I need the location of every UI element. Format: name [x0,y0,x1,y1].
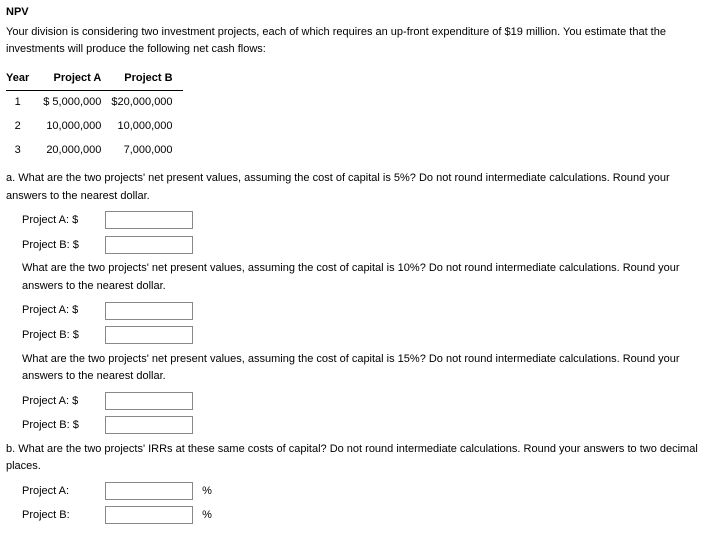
cell-b: 10,000,000 [111,115,182,139]
table-row: 3 20,000,000 7,000,000 [6,139,183,163]
input-npv-15-a[interactable] [105,392,193,410]
question-a-15pct: What are the two projects' net present v… [22,351,711,386]
unit-percent: % [202,509,212,521]
input-npv-5-a[interactable] [105,211,193,229]
label-project-b: Project B: $ [22,237,102,255]
th-project-b: Project B [111,67,182,91]
intro-text: Your division is considering two investm… [6,24,711,59]
th-project-a: Project A [43,67,111,91]
label-project-a: Project A: $ [22,393,102,411]
question-b: b. What are the two projects' IRRs at th… [6,441,711,476]
cell-a: 20,000,000 [43,139,111,163]
input-npv-10-b[interactable] [105,326,193,344]
label-project-a: Project A: $ [22,212,102,230]
input-irr-b[interactable] [105,506,193,524]
label-project-b-irr: Project B: [22,507,102,525]
input-irr-a[interactable] [105,482,193,500]
label-project-a: Project A: $ [22,302,102,320]
unit-percent: % [202,485,212,497]
cell-a: $ 5,000,000 [43,91,111,115]
cell-year: 1 [6,91,43,115]
cashflow-table: Year Project A Project B 1 $ 5,000,000 $… [6,67,183,162]
cell-a: 10,000,000 [43,115,111,139]
table-row: 2 10,000,000 10,000,000 [6,115,183,139]
label-project-a-irr: Project A: [22,483,102,501]
th-year: Year [6,67,43,91]
input-npv-10-a[interactable] [105,302,193,320]
question-a-10pct: What are the two projects' net present v… [22,260,711,295]
cell-b: 7,000,000 [111,139,182,163]
label-project-b: Project B: $ [22,327,102,345]
input-npv-15-b[interactable] [105,416,193,434]
table-row: 1 $ 5,000,000 $20,000,000 [6,91,183,115]
cell-year: 3 [6,139,43,163]
cell-b: $20,000,000 [111,91,182,115]
label-project-b: Project B: $ [22,417,102,435]
cell-year: 2 [6,115,43,139]
question-a-5pct: a. What are the two projects' net presen… [6,170,711,205]
page-title: NPV [6,4,711,22]
input-npv-5-b[interactable] [105,236,193,254]
